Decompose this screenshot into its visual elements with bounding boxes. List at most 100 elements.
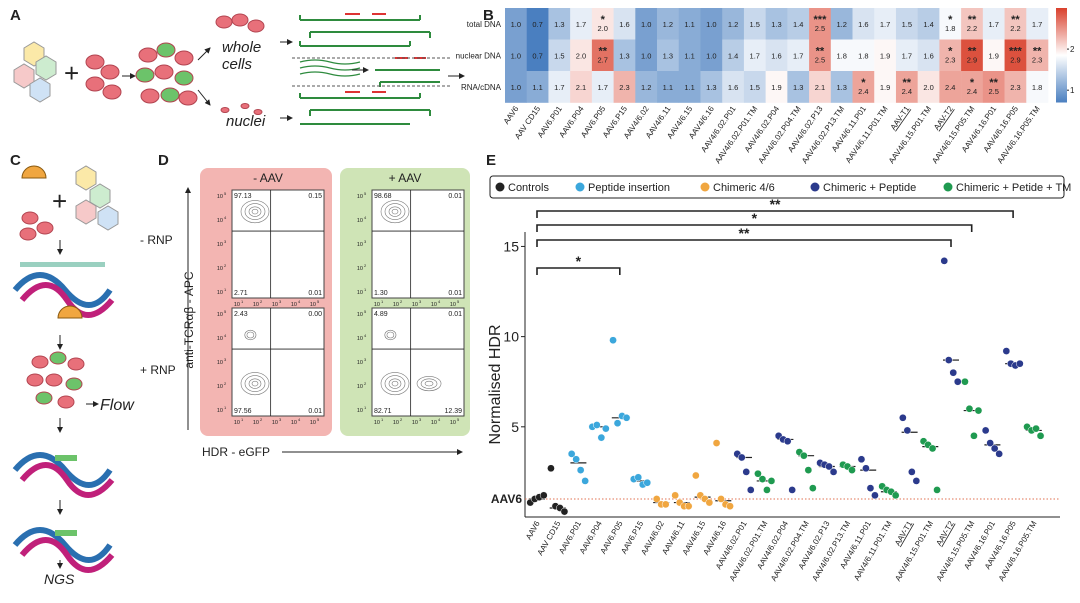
tick-label: 5 xyxy=(224,191,227,196)
cell-label: 2.0 xyxy=(598,24,608,33)
heat-cell xyxy=(548,71,571,103)
heat-cell xyxy=(830,8,853,40)
tick-label: 2 xyxy=(400,417,403,422)
contour xyxy=(244,375,266,392)
heat-cell xyxy=(787,71,810,103)
contour xyxy=(388,206,402,217)
heat-cell xyxy=(895,8,918,40)
heat-cell xyxy=(657,39,680,72)
data-point xyxy=(800,451,808,460)
cell-label: 2.5 xyxy=(988,87,998,96)
significance-star: *** xyxy=(1009,45,1023,57)
cell-label: 2.3 xyxy=(1010,83,1020,92)
tick-label: 10 xyxy=(412,420,418,426)
heat-cell xyxy=(874,39,897,72)
quadrant-value: 1.30 xyxy=(374,290,388,297)
data-point xyxy=(899,413,907,422)
legend-swatch xyxy=(700,182,710,192)
cell-label: 1.5 xyxy=(554,51,564,60)
tick-label: 10 xyxy=(217,408,223,414)
contour xyxy=(384,329,397,341)
panel-a-label: nuclei xyxy=(226,113,266,130)
tick-label: 2 xyxy=(400,299,403,304)
tick-label: 10 xyxy=(374,420,380,426)
data-point xyxy=(871,491,879,500)
cell-label: 1.9 xyxy=(988,51,998,60)
cell-label: 0.7 xyxy=(532,20,542,29)
heat-cell xyxy=(939,8,962,40)
cell-label: 2.2 xyxy=(1010,24,1020,33)
cell-label: 1.1 xyxy=(532,83,542,92)
data-point xyxy=(661,500,670,509)
data-point xyxy=(547,464,555,473)
y-tick-label: 10 xyxy=(503,329,519,345)
panel-label: D xyxy=(158,152,169,169)
data-point xyxy=(1002,347,1011,355)
contour xyxy=(251,380,259,387)
tick-label: 4 xyxy=(364,215,367,220)
panel-label: C xyxy=(10,152,21,169)
contour xyxy=(391,208,399,215)
tick-label: 5 xyxy=(224,309,227,314)
heat-cell xyxy=(526,8,549,40)
data-point xyxy=(560,507,569,516)
significance-label: * xyxy=(576,253,582,269)
significance-star: ** xyxy=(968,45,977,57)
heat-cell xyxy=(591,39,614,72)
significance-star: * xyxy=(601,14,606,26)
heat-cell xyxy=(830,71,853,103)
quadrant-value: 97.13 xyxy=(234,193,252,200)
data-point xyxy=(1016,359,1024,368)
tick-label: 10 xyxy=(393,302,399,308)
data-point xyxy=(990,444,999,453)
tick-label: 2 xyxy=(260,299,263,304)
data-point xyxy=(783,437,792,446)
heat-cell xyxy=(895,39,918,72)
cell-label: 2.0 xyxy=(923,83,933,92)
x-tick-label: AAV6 xyxy=(524,519,542,541)
heat-cell xyxy=(678,71,701,103)
cell-label: 1.8 xyxy=(836,51,846,60)
tick-label: 10 xyxy=(217,218,223,224)
data-point xyxy=(763,486,771,494)
tick-label: 4 xyxy=(364,333,367,338)
cell-label: 1.5 xyxy=(750,20,760,29)
quadrant-value: 0.01 xyxy=(448,290,462,297)
panel-a-illustration: + xyxy=(13,13,465,125)
cell-label: 1.2 xyxy=(728,20,738,29)
heat-cell xyxy=(635,71,658,103)
data-point xyxy=(986,439,995,447)
x-tick-label: AAV4/6.11.P01.TM xyxy=(852,519,894,582)
quadrant-value: 0.01 xyxy=(308,290,322,297)
data-point xyxy=(726,502,734,511)
heat-cell xyxy=(743,8,766,40)
tick-label: 4 xyxy=(224,215,227,220)
heat-cell xyxy=(591,8,614,40)
cell-label: 1.0 xyxy=(706,20,716,29)
heat-cell xyxy=(917,71,940,103)
heat-cell xyxy=(635,8,658,40)
data-point xyxy=(692,471,700,480)
cell-label: 2.4 xyxy=(945,83,955,92)
data-point xyxy=(995,450,1004,458)
data-point xyxy=(634,473,643,482)
cell-label: 1.6 xyxy=(858,20,868,29)
cell-label: 2.3 xyxy=(1032,55,1042,64)
tick-label: 4 xyxy=(298,299,301,304)
cell-label: 1.0 xyxy=(511,20,521,29)
tick-label: 10 xyxy=(217,194,223,200)
heat-cell xyxy=(1026,71,1049,103)
quadrant-value: 98.68 xyxy=(374,193,392,200)
tick-label: 3 xyxy=(224,239,227,244)
quadrant-value: 0.01 xyxy=(448,311,462,318)
heat-cell xyxy=(722,8,745,40)
cell-label: 1.3 xyxy=(836,83,846,92)
data-point xyxy=(903,426,912,435)
significance-label: ** xyxy=(770,196,781,212)
significance-bracket xyxy=(536,224,973,232)
cell-label: 2.5 xyxy=(815,24,825,33)
quadrant-value: 0.01 xyxy=(448,193,462,200)
tick-label: 10 xyxy=(217,360,223,366)
contour xyxy=(244,203,266,220)
heat-cell xyxy=(505,71,528,103)
